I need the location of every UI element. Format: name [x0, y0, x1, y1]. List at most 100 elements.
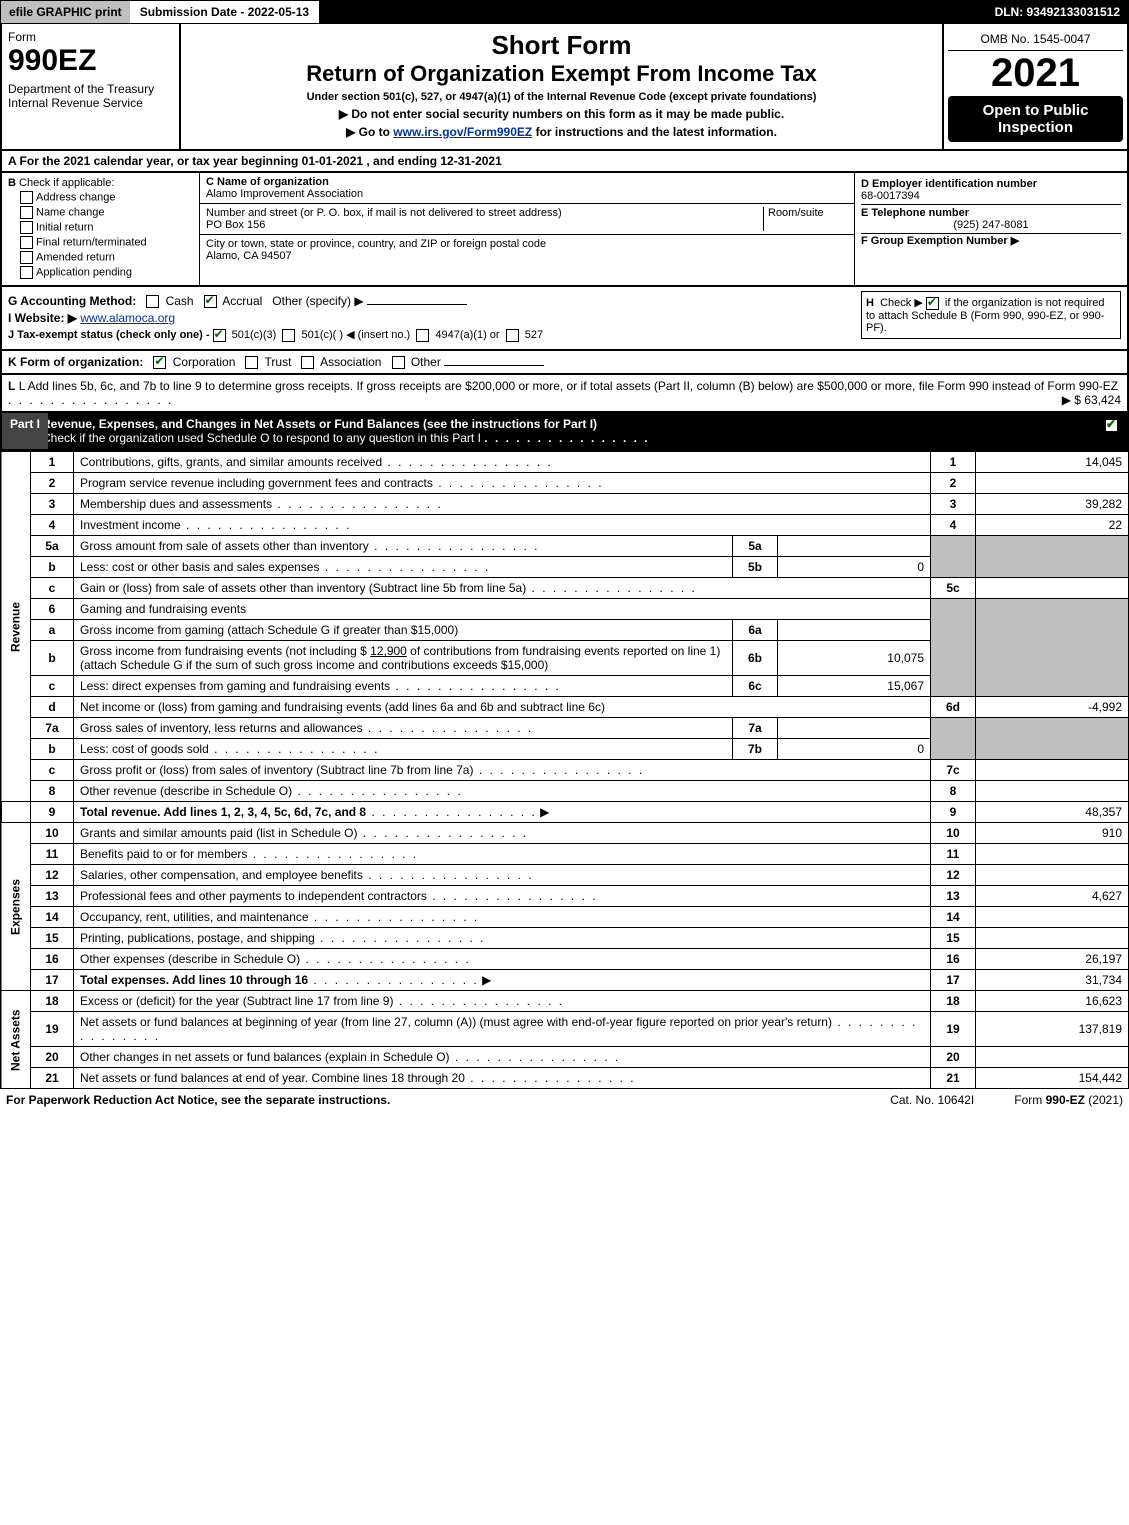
dots-icon	[393, 994, 564, 1008]
schedule-o-checkbox[interactable]	[1105, 419, 1118, 432]
line-3: 3Membership dues and assessments 339,282	[1, 494, 1129, 515]
footer-left: For Paperwork Reduction Act Notice, see …	[6, 1093, 390, 1107]
line-18: Net Assets 18Excess or (deficit) for the…	[1, 991, 1129, 1012]
part1-header: Part I Revenue, Expenses, and Changes in…	[0, 413, 1129, 451]
h-text: Check ▶	[880, 297, 923, 309]
checkbox-icon	[20, 236, 33, 249]
line-desc: Occupancy, rent, utilities, and maintena…	[80, 910, 309, 924]
sub-val: 15,067	[778, 676, 931, 697]
room-suite-label: Room/suite	[764, 207, 848, 231]
page-footer: For Paperwork Reduction Act Notice, see …	[0, 1089, 1129, 1111]
l-text: L Add lines 5b, 6c, and 7b to line 9 to …	[19, 379, 1118, 393]
grey-cell	[976, 599, 1129, 697]
dots-icon	[465, 1071, 636, 1085]
line-desc: Less: cost of goods sold	[80, 742, 209, 756]
b-title: Check if applicable:	[19, 177, 114, 189]
chk-label: Application pending	[36, 266, 132, 278]
chk-address-change[interactable]: Address change	[20, 191, 193, 204]
website-link[interactable]: www.alamoca.org	[80, 311, 175, 325]
chk-label: Initial return	[36, 221, 93, 233]
line-14: 14Occupancy, rent, utilities, and mainte…	[1, 907, 1129, 928]
line-val: 14,045	[976, 452, 1129, 473]
line-val	[976, 781, 1129, 802]
part1-tag: Part I	[2, 413, 48, 449]
dots-icon	[473, 763, 644, 777]
line-desc: Professional fees and other payments to …	[80, 889, 427, 903]
dots-icon	[484, 431, 649, 445]
sub-num: 6c	[733, 676, 778, 697]
j-501c-checkbox[interactable]	[282, 329, 295, 342]
line-20: 20Other changes in net assets or fund ba…	[1, 1047, 1129, 1068]
k-trust-checkbox[interactable]	[245, 356, 258, 369]
line-16: 16Other expenses (describe in Schedule O…	[1, 949, 1129, 970]
dln: DLN: 93492133031512	[987, 1, 1128, 23]
dots-icon	[315, 931, 486, 945]
sub-num: 7b	[733, 739, 778, 760]
g-cash-checkbox[interactable]	[146, 295, 159, 308]
line-num: 7c	[931, 760, 976, 781]
line-desc: Gross profit or (loss) from sales of inv…	[80, 763, 473, 777]
line-6d: dNet income or (loss) from gaming and fu…	[1, 697, 1129, 718]
form-subtitle: Under section 501(c), 527, or 4947(a)(1)…	[187, 91, 936, 103]
j-527-checkbox[interactable]	[506, 329, 519, 342]
line-val	[976, 907, 1129, 928]
line-desc: Net assets or fund balances at beginning…	[80, 1015, 832, 1029]
line-val: 22	[976, 515, 1129, 536]
k-trust: Trust	[265, 355, 292, 369]
j-label: J Tax-exempt status (check only one) -	[8, 329, 210, 341]
g-cash: Cash	[166, 294, 194, 308]
g-other-input[interactable]	[367, 304, 467, 305]
line-val	[976, 865, 1129, 886]
tel-value: (925) 247-8081	[861, 219, 1121, 231]
line-num: 4	[931, 515, 976, 536]
k-corp: Corporation	[173, 355, 236, 369]
k-assoc-checkbox[interactable]	[301, 356, 314, 369]
dots-icon	[433, 476, 604, 490]
line-val	[976, 473, 1129, 494]
line-num: 19	[931, 1012, 976, 1047]
line-6: 6Gaming and fundraising events	[1, 599, 1129, 620]
sub-num: 5b	[733, 557, 778, 578]
sub-val	[778, 620, 931, 641]
g-accrual-checkbox[interactable]	[204, 295, 217, 308]
chk-final-return[interactable]: Final return/terminated	[20, 236, 193, 249]
k-other-checkbox[interactable]	[392, 356, 405, 369]
chk-name-change[interactable]: Name change	[20, 206, 193, 219]
h-checkbox[interactable]	[926, 297, 939, 310]
line-desc: Program service revenue including govern…	[80, 476, 433, 490]
chk-initial-return[interactable]: Initial return	[20, 221, 193, 234]
f-group-label: F Group Exemption Number	[861, 235, 1008, 247]
sub-num: 6b	[733, 641, 778, 676]
footer-right: Form 990-EZ (2021)	[1014, 1093, 1123, 1107]
dots-icon	[390, 679, 561, 693]
k-other: Other	[411, 355, 441, 369]
header-left: Form 990EZ Department of the Treasury In…	[2, 24, 181, 149]
chk-application-pending[interactable]: Application pending	[20, 266, 193, 279]
line-desc: Other revenue (describe in Schedule O)	[80, 784, 292, 798]
j-501c3-checkbox[interactable]	[213, 329, 226, 342]
k-corp-checkbox[interactable]	[153, 356, 166, 369]
chk-amended-return[interactable]: Amended return	[20, 251, 193, 264]
irs-link[interactable]: www.irs.gov/Form990EZ	[393, 125, 532, 139]
i-label: I Website: ▶	[8, 311, 77, 325]
line-9: 9Total revenue. Add lines 1, 2, 3, 4, 5c…	[1, 802, 1129, 823]
line-15: 15Printing, publications, postage, and s…	[1, 928, 1129, 949]
sub-val: 10,075	[778, 641, 931, 676]
line-desc: Grants and similar amounts paid (list in…	[80, 826, 357, 840]
line-val	[976, 1047, 1129, 1068]
line-num: 11	[931, 844, 976, 865]
line-12: 12Salaries, other compensation, and empl…	[1, 865, 1129, 886]
omb-number: OMB No. 1545-0047	[948, 28, 1123, 51]
dots-icon	[319, 560, 490, 574]
k-other-input[interactable]	[444, 365, 544, 366]
checkbox-icon	[20, 206, 33, 219]
line-val: 4,627	[976, 886, 1129, 907]
grey-cell	[931, 536, 976, 578]
j-4947-checkbox[interactable]	[416, 329, 429, 342]
tax-year: 2021	[948, 51, 1123, 96]
dots-icon	[272, 497, 443, 511]
line-11: 11Benefits paid to or for members11	[1, 844, 1129, 865]
line-num: 9	[931, 802, 976, 823]
efile-print-button[interactable]: efile GRAPHIC print	[1, 1, 132, 23]
dots-icon	[450, 1050, 621, 1064]
